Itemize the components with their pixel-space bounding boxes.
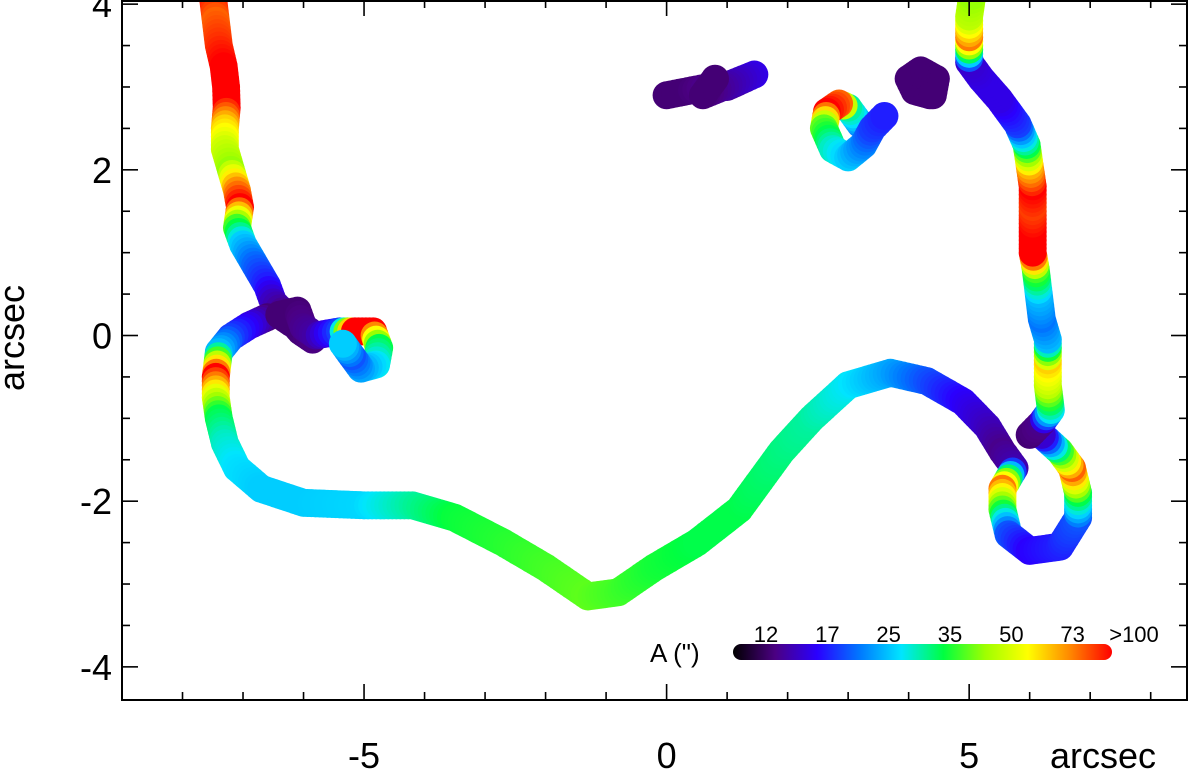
colorbar-tick-label: 17 (815, 622, 839, 647)
colorbar: A (") 12 17 25 35 50 73 >100 (650, 622, 1159, 668)
x-tick-label: -5 (348, 735, 380, 776)
colorbar-tick-label: >100 (1109, 622, 1159, 647)
colorbar-tick-label: 25 (876, 622, 900, 647)
colorbar-tick-label: 12 (754, 622, 778, 647)
y-tick-label: 0 (92, 316, 112, 357)
x-axis-label: arcsec (1050, 735, 1156, 776)
colorbar-gradient (733, 644, 1112, 660)
colorbar-tick-label: 35 (938, 622, 962, 647)
x-tick-label: 0 (657, 735, 677, 776)
y-axis-label: arcsec (0, 285, 32, 391)
colorbar-tick-label: 50 (999, 622, 1023, 647)
data-point (870, 101, 899, 130)
y-tick-label: 4 (92, 0, 112, 25)
series-3 (894, 56, 950, 110)
series-0 (199, 0, 327, 354)
plot-frame (121, 0, 1188, 701)
y-tick-label: -4 (80, 647, 112, 688)
series-2 (955, 0, 1065, 449)
data-point (328, 329, 357, 358)
data-point (918, 81, 947, 110)
series-4 (652, 60, 769, 110)
y-tick-label: 2 (92, 150, 112, 191)
colorbar-tick-label: 73 (1060, 622, 1084, 647)
data-point (958, 0, 986, 10)
colorbar-title: A (") (650, 638, 700, 668)
series-5 (809, 89, 899, 172)
axes: -5 0 5 -4 -2 0 2 4 (80, 0, 1187, 776)
series-1 (201, 303, 1093, 611)
data-point (701, 64, 730, 93)
y-tick-label: -2 (80, 481, 112, 522)
x-tick-label: 5 (959, 735, 979, 776)
series-6 (265, 296, 394, 383)
data-points-layer (199, 0, 1093, 611)
